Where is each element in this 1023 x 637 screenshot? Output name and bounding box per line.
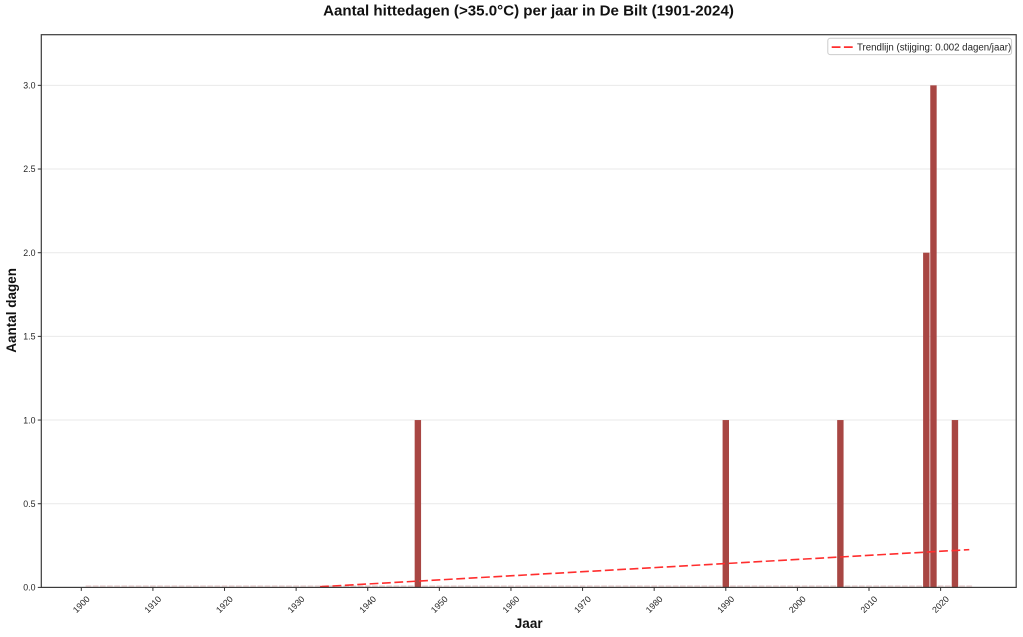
svg-text:1.0: 1.0 <box>23 415 35 425</box>
svg-text:2.0: 2.0 <box>23 248 35 258</box>
svg-text:2.5: 2.5 <box>23 164 35 174</box>
svg-text:0.5: 0.5 <box>23 499 35 509</box>
svg-text:Jaar: Jaar <box>515 616 544 631</box>
svg-text:3.0: 3.0 <box>23 81 35 91</box>
svg-text:Aantal hittedagen (>35.0°C) pe: Aantal hittedagen (>35.0°C) per jaar in … <box>323 2 734 19</box>
svg-text:Trendlijn (stijging: 0.002 dag: Trendlijn (stijging: 0.002 dagen/jaar) <box>857 42 1011 53</box>
svg-text:Aantal dagen: Aantal dagen <box>4 268 19 353</box>
svg-text:1.5: 1.5 <box>23 332 35 342</box>
svg-text:0.0: 0.0 <box>23 583 35 593</box>
